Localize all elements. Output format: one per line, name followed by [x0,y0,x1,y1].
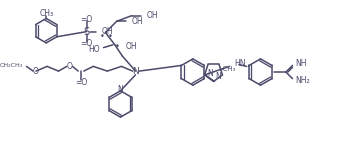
Text: HO: HO [88,45,100,54]
Text: O: O [67,62,73,71]
Text: NH: NH [295,59,307,68]
Text: S: S [84,27,90,37]
Text: OH: OH [147,11,159,20]
Text: OH: OH [126,42,138,51]
Text: •: • [100,32,105,41]
Text: N: N [208,69,213,78]
Text: HN: HN [234,59,246,68]
Text: NH₂: NH₂ [295,76,310,85]
Text: •: • [115,42,120,51]
Text: •: • [108,32,112,41]
Text: N: N [215,72,221,81]
Text: =O: =O [81,39,93,48]
Text: OH: OH [132,17,143,26]
Text: OH: OH [102,27,113,36]
Text: N: N [118,85,123,94]
Text: O: O [33,67,39,76]
Text: =O: =O [81,15,93,24]
Text: N: N [132,67,139,76]
Text: CH₂CH₃: CH₂CH₃ [0,63,23,68]
Text: =O: =O [75,78,87,87]
Text: -CH₃: -CH₃ [221,66,236,72]
Text: CH₃: CH₃ [39,9,53,18]
